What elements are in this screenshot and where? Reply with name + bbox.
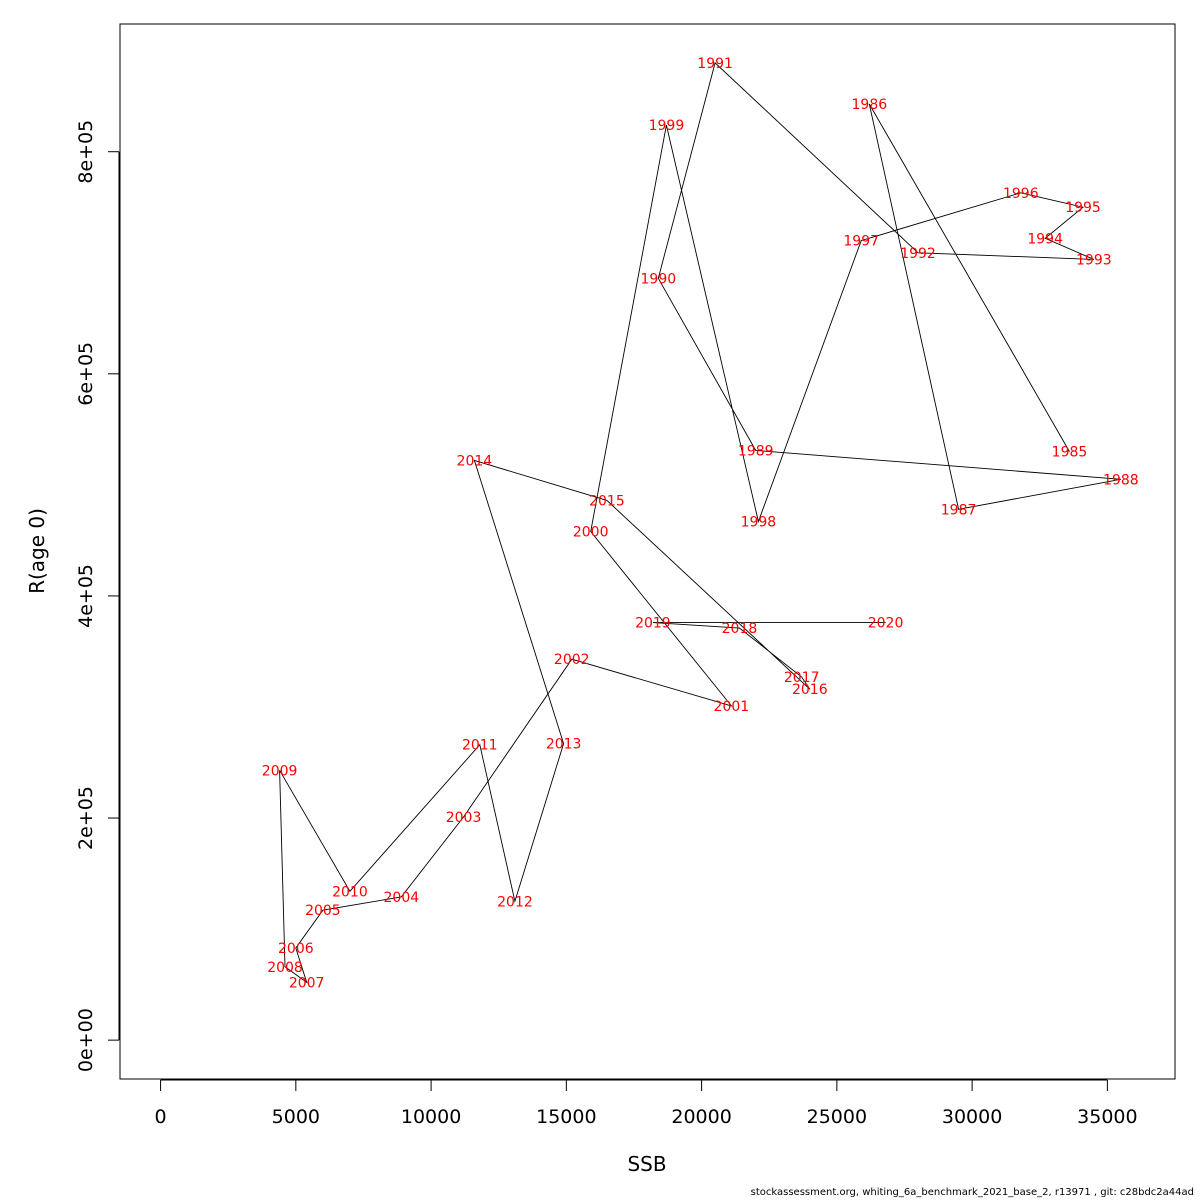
point-label-2003: 2003 <box>446 810 482 826</box>
point-label-2012: 2012 <box>497 894 533 910</box>
x-tick-label: 20000 <box>671 1106 731 1128</box>
point-label-1986: 1986 <box>852 97 888 113</box>
y-axis-title: R(age 0) <box>25 508 49 594</box>
point-label-1998: 1998 <box>741 515 777 531</box>
point-label-1987: 1987 <box>941 502 977 518</box>
point-label-2004: 2004 <box>384 890 420 906</box>
point-label-2011: 2011 <box>462 738 498 754</box>
point-label-2019: 2019 <box>635 616 671 632</box>
point-label-2000: 2000 <box>573 525 609 541</box>
point-label-1993: 1993 <box>1076 252 1112 268</box>
point-label-1994: 1994 <box>1027 231 1063 247</box>
point-label-2015: 2015 <box>589 493 625 509</box>
x-tick-label: 25000 <box>807 1106 867 1128</box>
point-label-1990: 1990 <box>641 271 677 287</box>
y-tick-label: 2e+05 <box>75 786 97 850</box>
point-label-2010: 2010 <box>332 884 368 900</box>
y-tick-label: 4e+05 <box>75 564 97 628</box>
footer-source-text: stockassessment.org, whiting_6a_benchmar… <box>750 1187 1194 1198</box>
y-tick-label: 6e+05 <box>75 342 97 406</box>
x-tick-label: 35000 <box>1077 1106 1137 1128</box>
x-tick-label: 15000 <box>536 1106 596 1128</box>
point-label-1989: 1989 <box>738 443 774 459</box>
point-label-2007: 2007 <box>289 975 325 991</box>
point-label-2013: 2013 <box>546 737 582 753</box>
y-tick-label: 8e+05 <box>75 120 97 184</box>
x-tick-label: 5000 <box>272 1106 320 1128</box>
series-path <box>279 62 1121 984</box>
point-label-2014: 2014 <box>457 453 493 469</box>
point-label-1996: 1996 <box>1003 186 1039 202</box>
y-tick-label: 0e+00 <box>75 1008 97 1072</box>
point-label-1995: 1995 <box>1065 200 1101 216</box>
point-label-2001: 2001 <box>714 699 750 715</box>
point-label-1985: 1985 <box>1052 445 1088 461</box>
point-label-1988: 1988 <box>1103 472 1139 488</box>
x-tick-label: 0 <box>155 1106 167 1128</box>
point-label-2002: 2002 <box>554 652 590 668</box>
point-label-2005: 2005 <box>305 903 341 919</box>
point-label-2020: 2020 <box>868 616 904 632</box>
point-label-2009: 2009 <box>262 763 298 779</box>
x-tick-label: 10000 <box>401 1106 461 1128</box>
point-label-2017: 2017 <box>784 670 820 686</box>
x-axis-title: SSB <box>627 1152 666 1176</box>
point-label-1992: 1992 <box>900 246 936 262</box>
point-label-2008: 2008 <box>267 960 303 976</box>
point-label-1997: 1997 <box>843 234 879 250</box>
x-tick-label: 30000 <box>942 1106 1002 1128</box>
point-label-2018: 2018 <box>722 621 758 637</box>
x-axis: 0 5000 10000 15000 20000 25000 30000 35000 <box>155 1079 1138 1128</box>
point-labels: 1985 1986 1987 1988 1989 1990 1991 1992 1993 1994… <box>262 56 1139 992</box>
point-label-2016: 2016 <box>792 682 828 698</box>
point-label-1991: 1991 <box>697 56 733 72</box>
plot-frame <box>119 23 1176 1080</box>
y-axis: 0e+00 2e+05 4e+05 6e+05 8e+05 <box>75 120 120 1072</box>
point-label-1999: 1999 <box>649 118 685 134</box>
series-line <box>279 62 1121 984</box>
point-label-2006: 2006 <box>278 941 314 957</box>
